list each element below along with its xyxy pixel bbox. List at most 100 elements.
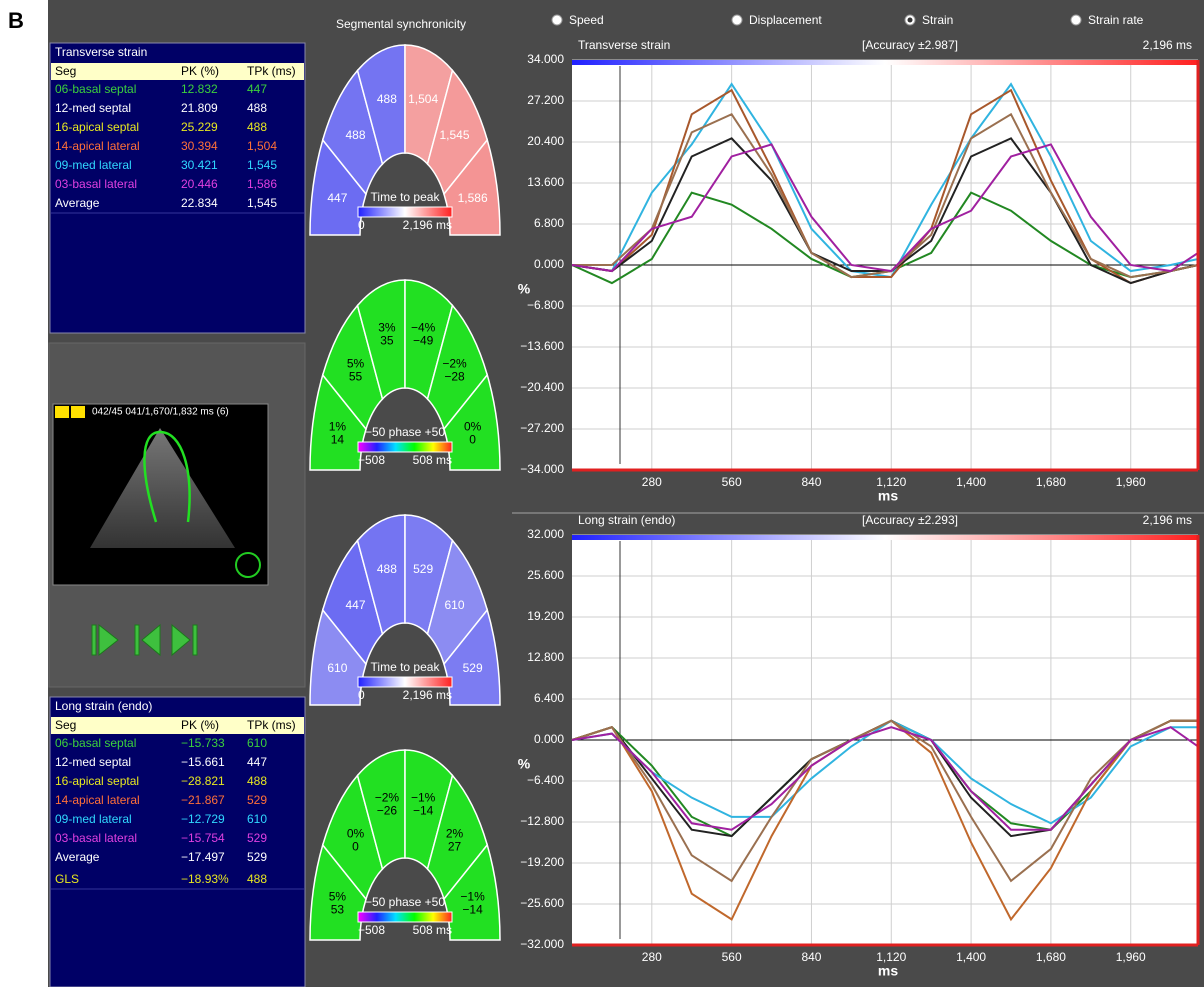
- x-tick-label: 560: [722, 475, 742, 489]
- accuracy-bar: [572, 535, 1198, 540]
- y-axis-label: %: [518, 281, 531, 297]
- column-header: Seg: [55, 64, 76, 78]
- radio-dot: [907, 17, 913, 23]
- legend-max: 2,196 ms: [403, 218, 452, 232]
- y-tick-label: −13.600: [520, 339, 564, 353]
- column-header: TPk (ms): [247, 718, 296, 732]
- legend-title: Time to peak: [371, 660, 441, 674]
- segment-label: 0: [352, 840, 359, 854]
- table-title: Transverse strain: [55, 45, 147, 59]
- arch-segment: [443, 608, 501, 706]
- series-line: [571, 88, 1199, 285]
- table-cell: 12-med septal: [55, 755, 131, 769]
- radio[interactable]: [731, 14, 743, 26]
- segment-label: 610: [327, 661, 347, 675]
- tool-icon[interactable]: [235, 552, 261, 578]
- prev-frame[interactable]: [55, 406, 69, 418]
- radio-label: Speed: [569, 13, 604, 27]
- radio-label: Displacement: [749, 13, 822, 27]
- column-header: PK (%): [181, 718, 219, 732]
- segment-label: 3%: [378, 320, 396, 334]
- x-tick-label: 1,960: [1116, 475, 1146, 489]
- legend-title: Time to peak: [371, 190, 441, 204]
- x-tick-label: 560: [722, 950, 742, 964]
- y-tick-label: −12.800: [520, 814, 564, 828]
- segment-label: 1,586: [458, 191, 488, 205]
- table-cell: 14-apical lateral: [55, 793, 140, 807]
- y-tick-label: −6.800: [527, 298, 564, 312]
- echo-contour: [143, 430, 191, 523]
- play[interactable]: [98, 623, 119, 657]
- segment-label: −49: [413, 333, 434, 347]
- segment-label: −14: [413, 803, 434, 817]
- x-tick-label: 1,120: [876, 950, 906, 964]
- table-cell: 12-med septal: [55, 101, 131, 115]
- segment-label: 529: [413, 562, 433, 576]
- legend-max: 508 ms: [413, 923, 452, 937]
- table-cell: 25.229: [181, 120, 218, 134]
- segment-label: 488: [377, 92, 397, 106]
- y-tick-label: 20.400: [527, 134, 564, 148]
- legend-max: 508 ms: [413, 453, 452, 467]
- segment-label: 0%: [347, 827, 365, 841]
- play-bar[interactable]: [91, 624, 97, 656]
- next-frame[interactable]: [71, 406, 85, 418]
- table-title: Long strain (endo): [55, 699, 152, 713]
- x-tick-label: 1,120: [876, 475, 906, 489]
- chart-title: Transverse strain: [578, 38, 670, 52]
- legend-min: 0: [358, 218, 365, 232]
- legend-min: −508: [358, 923, 385, 937]
- last-bar[interactable]: [192, 624, 198, 656]
- last[interactable]: [171, 623, 191, 657]
- segment-label: 1,545: [439, 128, 469, 142]
- table-cell: 488: [247, 774, 267, 788]
- y-tick-label: 13.600: [527, 175, 564, 189]
- segment-label: 488: [377, 562, 397, 576]
- y-tick-label: 27.200: [527, 93, 564, 107]
- segment-label: 488: [345, 128, 365, 142]
- table-cell: −28.821: [181, 774, 225, 788]
- table-cell: 03-basal lateral: [55, 831, 137, 845]
- segment-label: 53: [331, 902, 345, 916]
- table-header-bg: [51, 63, 304, 80]
- radio[interactable]: [551, 14, 563, 26]
- segment-label: 5%: [347, 357, 365, 371]
- table-cell: 529: [247, 793, 267, 807]
- table-cell: 12.832: [181, 82, 218, 96]
- segment-label: 35: [380, 333, 394, 347]
- table-cell: −15.733: [181, 736, 225, 750]
- segment-label: 55: [349, 370, 363, 384]
- first[interactable]: [141, 623, 161, 657]
- legend-bar: [357, 911, 453, 923]
- chart-title: Long strain (endo): [578, 513, 675, 527]
- chart-annotation: 2,196 ms: [1143, 38, 1192, 52]
- segment-label: 1,504: [408, 92, 438, 106]
- table-cell: Average: [55, 196, 100, 210]
- y-axis-label: %: [518, 756, 531, 772]
- y-tick-label: 32.000: [527, 527, 564, 541]
- table-cell: 20.446: [181, 177, 218, 191]
- column-header: Seg: [55, 718, 76, 732]
- y-tick-label: 34.000: [527, 52, 564, 66]
- table-cell: 16-apical septal: [55, 120, 139, 134]
- table-cell: −21.867: [181, 793, 225, 807]
- table-cell: 488: [247, 101, 267, 115]
- x-tick-label: 1,960: [1116, 950, 1146, 964]
- y-tick-label: 0.000: [534, 257, 564, 271]
- first-bar[interactable]: [134, 624, 140, 656]
- legend-bar: [357, 441, 453, 453]
- x-tick-label: 1,400: [956, 475, 986, 489]
- legend-min: 0: [358, 688, 365, 702]
- radio[interactable]: [1070, 14, 1082, 26]
- legend-title: −50 phase +50: [365, 425, 445, 439]
- segment-label: 27: [448, 840, 462, 854]
- y-tick-label: 25.600: [527, 568, 564, 582]
- table-cell: 09-med lateral: [55, 812, 132, 826]
- x-axis-label: ms: [878, 963, 898, 979]
- x-tick-label: 1,400: [956, 950, 986, 964]
- table-cell: −15.754: [181, 831, 225, 845]
- table-cell: 610: [247, 736, 267, 750]
- arch-segment: [443, 373, 501, 471]
- y-tick-label: 12.800: [527, 650, 564, 664]
